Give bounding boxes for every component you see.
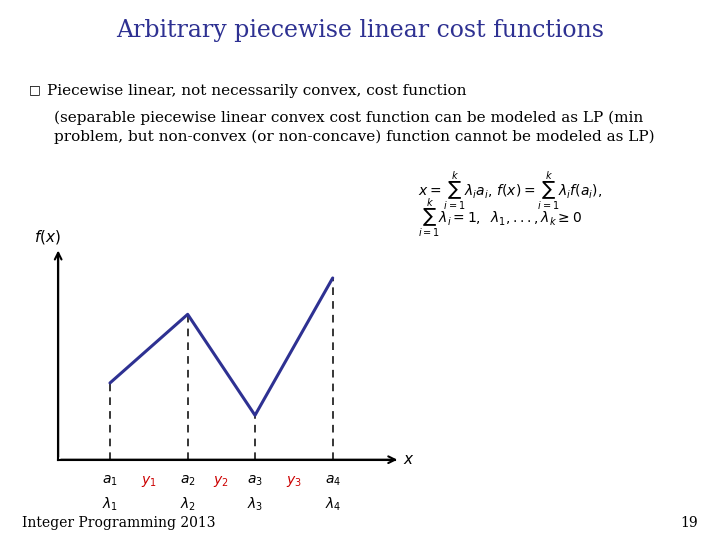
Text: $x$: $x$ (402, 453, 414, 467)
Text: Arbitrary piecewise linear cost functions: Arbitrary piecewise linear cost function… (116, 19, 604, 42)
Text: $y_3$: $y_3$ (286, 474, 302, 489)
Text: Integer Programming 2013: Integer Programming 2013 (22, 516, 215, 530)
Text: problem, but non-convex (or non-concave) function cannot be modeled as LP): problem, but non-convex (or non-concave)… (54, 130, 654, 144)
Text: $a_2$: $a_2$ (180, 474, 196, 488)
Text: $\lambda_3$: $\lambda_3$ (247, 496, 263, 514)
Text: 19: 19 (681, 516, 698, 530)
Text: $a_1$: $a_1$ (102, 474, 118, 488)
Text: $\lambda_2$: $\lambda_2$ (180, 496, 196, 514)
Text: (separable piecewise linear convex cost function can be modeled as LP (min: (separable piecewise linear convex cost … (54, 111, 643, 125)
Text: $\lambda_4$: $\lambda_4$ (325, 496, 341, 514)
Text: $y_1$: $y_1$ (141, 474, 157, 489)
Text: $\lambda_1$: $\lambda_1$ (102, 496, 118, 514)
Text: $y_2$: $y_2$ (213, 474, 229, 489)
Text: $x = \sum_{i=1}^{k} \lambda_i a_i,\, f(x) = \sum_{i=1}^{k} \lambda_i f(a_i),$: $x = \sum_{i=1}^{k} \lambda_i a_i,\, f(x… (418, 170, 602, 213)
Text: $a_3$: $a_3$ (247, 474, 263, 488)
Text: $f(x)$: $f(x)$ (35, 228, 61, 246)
Text: $a_4$: $a_4$ (325, 474, 341, 488)
Text: Piecewise linear, not necessarily convex, cost function: Piecewise linear, not necessarily convex… (47, 84, 467, 98)
Text: $\sum_{i=1}^{k} \lambda_i = 1,\;\; \lambda_1, ..., \lambda_k \geq 0$: $\sum_{i=1}^{k} \lambda_i = 1,\;\; \lamb… (418, 197, 582, 240)
Text: □: □ (29, 84, 40, 97)
